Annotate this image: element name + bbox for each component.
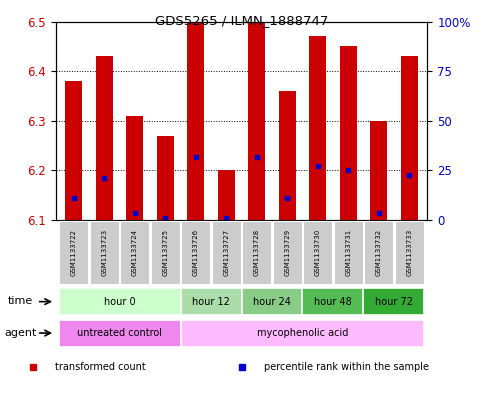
Text: hour 12: hour 12 [192, 297, 230, 307]
Text: GSM1133733: GSM1133733 [406, 229, 412, 276]
Bar [248, 22, 265, 220]
Text: percentile rank within the sample: percentile rank within the sample [264, 362, 429, 372]
Text: GSM1133723: GSM1133723 [101, 229, 107, 276]
FancyBboxPatch shape [58, 320, 181, 347]
Text: hour 48: hour 48 [314, 297, 352, 307]
FancyBboxPatch shape [363, 288, 425, 315]
Bar [218, 171, 235, 220]
FancyBboxPatch shape [212, 221, 241, 284]
FancyBboxPatch shape [302, 288, 363, 315]
Bar [127, 116, 143, 220]
Text: agent: agent [5, 328, 37, 338]
Bar [187, 22, 204, 220]
FancyBboxPatch shape [58, 288, 181, 315]
FancyBboxPatch shape [242, 288, 302, 315]
FancyBboxPatch shape [181, 288, 242, 315]
Bar [401, 56, 417, 220]
FancyBboxPatch shape [364, 221, 393, 284]
Text: GSM1133730: GSM1133730 [315, 229, 321, 276]
FancyBboxPatch shape [181, 320, 425, 347]
FancyBboxPatch shape [334, 221, 363, 284]
Bar [157, 136, 174, 220]
Text: GSM1133729: GSM1133729 [284, 229, 290, 276]
FancyBboxPatch shape [242, 221, 271, 284]
Text: GSM1133728: GSM1133728 [254, 229, 260, 276]
FancyBboxPatch shape [120, 221, 149, 284]
Text: GDS5265 / ILMN_1888747: GDS5265 / ILMN_1888747 [155, 14, 328, 27]
FancyBboxPatch shape [151, 221, 180, 284]
Text: transformed count: transformed count [55, 362, 145, 372]
Text: GSM1133732: GSM1133732 [376, 229, 382, 276]
FancyBboxPatch shape [59, 221, 88, 284]
Text: hour 72: hour 72 [375, 297, 413, 307]
Text: GSM1133727: GSM1133727 [223, 229, 229, 276]
Text: hour 0: hour 0 [104, 297, 135, 307]
FancyBboxPatch shape [181, 221, 211, 284]
Bar [96, 56, 113, 220]
Bar [370, 121, 387, 220]
Bar [279, 91, 296, 220]
Bar [309, 37, 326, 220]
Text: GSM1133726: GSM1133726 [193, 229, 199, 276]
Text: GSM1133724: GSM1133724 [132, 229, 138, 276]
Text: GSM1133722: GSM1133722 [71, 229, 77, 276]
FancyBboxPatch shape [395, 221, 424, 284]
Text: GSM1133725: GSM1133725 [162, 229, 168, 276]
Text: hour 24: hour 24 [253, 297, 291, 307]
Bar [340, 46, 356, 220]
Text: time: time [7, 296, 32, 307]
Text: GSM1133731: GSM1133731 [345, 229, 351, 276]
FancyBboxPatch shape [303, 221, 332, 284]
FancyBboxPatch shape [272, 221, 302, 284]
Text: untreated control: untreated control [77, 328, 162, 338]
Text: mycophenolic acid: mycophenolic acid [257, 328, 348, 338]
Bar [66, 81, 82, 220]
FancyBboxPatch shape [90, 221, 119, 284]
